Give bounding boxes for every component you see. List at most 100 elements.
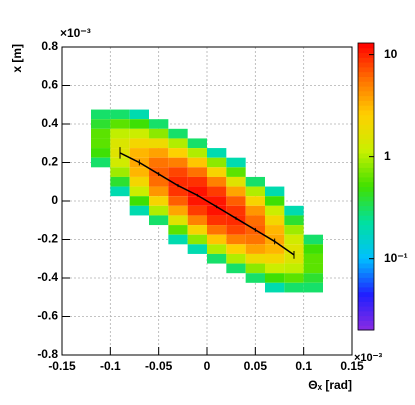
heatmap-cell — [207, 253, 227, 264]
colorbar-segment — [358, 191, 374, 197]
x-axis-label: Θₓ [rad] — [308, 378, 352, 392]
colorbar-segment — [358, 229, 374, 235]
heatmap-cell — [168, 205, 188, 216]
colorbar-segment — [358, 186, 374, 192]
colorbar-segment — [358, 119, 374, 125]
heatmap-cell — [168, 128, 188, 139]
heatmap-cell — [245, 196, 265, 206]
heatmap-cell — [226, 263, 246, 274]
colorbar-segment — [358, 167, 374, 173]
colorbar-segment — [358, 172, 374, 178]
heatmap-cell — [245, 234, 265, 245]
x-exponent: ×10⁻³ — [354, 352, 382, 364]
heatmap-cell — [129, 128, 149, 139]
colorbar-segment — [358, 138, 374, 144]
colorbar-segment — [358, 176, 374, 183]
heatmap-cell — [168, 234, 188, 245]
x-tick-label: 0.05 — [244, 359, 268, 373]
colorbar-segment — [358, 310, 374, 317]
heatmap-cell — [284, 244, 304, 254]
colorbar-tick-label: 1 — [384, 149, 391, 163]
heatmap-cell — [129, 186, 149, 197]
colorbar-segment — [358, 153, 374, 159]
y-tick-label: -0.8 — [37, 347, 58, 361]
colorbar-segment — [358, 129, 374, 135]
heatmap-cell — [284, 263, 304, 274]
y-exponent: ×10⁻³ — [60, 26, 91, 40]
colorbar-segment — [358, 81, 374, 87]
heatmap-cell — [149, 205, 169, 216]
heatmap-cell — [91, 109, 111, 120]
colorbar-segment — [358, 320, 374, 326]
y-tick-label: 0.4 — [41, 116, 58, 130]
colorbar-segment — [358, 71, 374, 77]
colorbar-segment — [358, 47, 374, 54]
heatmap-cell — [207, 225, 227, 235]
profile-line — [119, 152, 295, 256]
heatmap-cell — [207, 176, 227, 187]
y-tick-label: -0.2 — [37, 232, 58, 246]
heatmap-cell — [284, 215, 304, 226]
heatmap-cell — [265, 205, 285, 216]
colorbar-segment — [358, 157, 374, 164]
colorbar-segment — [358, 133, 374, 140]
y-tick-label: 0.8 — [41, 39, 58, 53]
heatmap-cell — [149, 119, 169, 129]
heatmap-cell — [129, 148, 149, 158]
colorbar-segment — [358, 114, 374, 121]
heatmap-cell — [265, 186, 285, 197]
x-tick-label: 0 — [204, 359, 211, 373]
colorbar-segment — [358, 291, 374, 298]
heatmap-cell — [129, 205, 149, 216]
heatmap-cell — [207, 215, 227, 226]
heatmap-cell — [187, 196, 207, 206]
heatmap-cell — [245, 205, 265, 216]
colorbar-segment — [358, 248, 374, 254]
heatmap-cell — [168, 148, 188, 158]
colorbar-segment — [358, 124, 374, 130]
heatmap-cell — [303, 273, 323, 283]
heatmap-cell — [187, 176, 207, 187]
heatmap-cell — [149, 196, 169, 206]
heatmap-cell — [187, 215, 207, 226]
colorbar-segment — [358, 224, 374, 231]
heatmap-cell — [245, 263, 265, 274]
colorbar-frame — [357, 42, 375, 331]
colorbar-segment — [358, 253, 374, 259]
heatmap-cell — [245, 176, 265, 187]
heatmap-cell — [245, 244, 265, 254]
heatmap-cell — [226, 215, 246, 226]
heatmap-cell — [284, 282, 304, 293]
colorbar-segment — [358, 90, 374, 97]
heatmap-cell — [91, 119, 111, 129]
colorbar-segment — [358, 181, 374, 187]
heatmap-cell — [245, 273, 265, 283]
heatmap-cell — [110, 128, 130, 139]
y-axis-label: x [m] — [10, 44, 24, 73]
colorbar-segment — [358, 296, 374, 302]
colorbar-segment — [358, 196, 374, 202]
heatmap-cell — [187, 157, 207, 168]
colorbar-segment — [358, 43, 374, 49]
heatmap-cell — [207, 148, 227, 158]
heatmap-cell — [110, 138, 130, 149]
heatmap-cell — [187, 205, 207, 216]
heatmap-cell — [207, 167, 227, 177]
x-tick-label: -0.1 — [100, 359, 121, 373]
colorbar-segment — [358, 306, 374, 312]
colorbar-segment — [358, 286, 374, 293]
heatmap-cell — [245, 253, 265, 264]
heatmap-cell — [265, 225, 285, 235]
colorbar-segment — [358, 258, 374, 264]
heatmap-cell — [303, 253, 323, 264]
heatmap-cell — [168, 167, 188, 177]
colorbar-segment — [358, 52, 374, 58]
colorbar-segment — [358, 301, 374, 307]
heatmap-cell — [129, 119, 149, 129]
heatmap-cell — [303, 263, 323, 274]
heatmap-cell — [226, 167, 246, 177]
y-tick-label: 0 — [51, 193, 58, 207]
x-tick-label: -0.05 — [145, 359, 173, 373]
heatmap-cell — [187, 186, 207, 197]
heatmap-cell — [110, 167, 130, 177]
